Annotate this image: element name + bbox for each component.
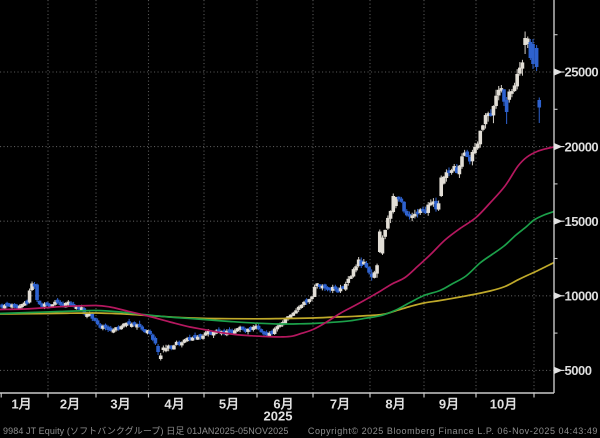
svg-text:6月: 6月 — [273, 397, 293, 412]
svg-text:9984 JT Equity (ソフトバンクグループ) 日足: 9984 JT Equity (ソフトバンクグループ) 日足 01JAN2025… — [3, 425, 288, 436]
svg-text:2025: 2025 — [264, 409, 293, 424]
svg-text:9月: 9月 — [439, 397, 459, 412]
svg-text:10000: 10000 — [565, 289, 599, 304]
svg-text:4月: 4月 — [164, 397, 184, 412]
svg-text:3月: 3月 — [110, 397, 130, 412]
svg-text:2月: 2月 — [60, 397, 80, 412]
svg-text:10月: 10月 — [490, 397, 517, 412]
svg-text:15000: 15000 — [565, 214, 599, 229]
svg-text:7月: 7月 — [330, 397, 350, 412]
svg-text:20000: 20000 — [565, 139, 599, 154]
svg-text:25000: 25000 — [565, 65, 599, 80]
svg-text:1月: 1月 — [11, 397, 31, 412]
svg-text:5000: 5000 — [565, 363, 592, 378]
svg-text:Copyright© 2025 Bloomberg Fina: Copyright© 2025 Bloomberg Finance L.P. 0… — [308, 426, 598, 436]
svg-text:8月: 8月 — [385, 397, 405, 412]
svg-text:5月: 5月 — [219, 397, 239, 412]
